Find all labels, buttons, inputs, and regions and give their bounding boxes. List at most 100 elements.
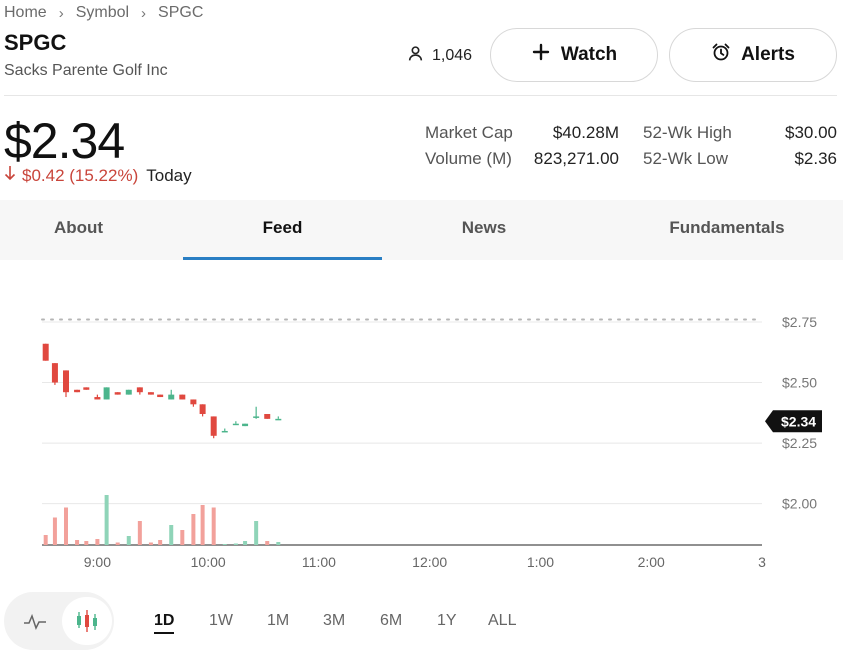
candle-body	[253, 416, 260, 418]
volume-bar	[254, 521, 259, 545]
tab-feed[interactable]: Feed	[262, 218, 303, 237]
candle-body	[136, 387, 143, 393]
watch-label: Watch	[560, 44, 618, 65]
current-price: $2.34	[4, 113, 125, 169]
person-icon	[407, 45, 424, 67]
y-tick-label: $2.00	[782, 496, 817, 512]
x-tick-label: 2:00	[638, 554, 665, 570]
candle-body	[199, 404, 206, 414]
chevron-right-icon: ›	[141, 4, 147, 22]
volume-bar	[104, 495, 109, 545]
volume-bar	[222, 544, 227, 545]
alerts-label: Alerts	[741, 44, 795, 65]
52wk-low-value: $2.36	[794, 149, 837, 168]
x-tick-label: 1:00	[527, 554, 554, 570]
key-stats: Market Cap $40.28M Volume (M) 823,271.00…	[0, 123, 843, 183]
volume-bar	[180, 530, 185, 545]
candle-body	[264, 414, 271, 419]
ticker-symbol: SPGC	[4, 30, 67, 55]
range-1d[interactable]: 1D	[154, 612, 175, 634]
current-price-label: $2.34	[781, 413, 816, 429]
tab-about[interactable]: About	[53, 218, 104, 237]
candle-body	[74, 389, 81, 393]
volume-bar	[126, 536, 131, 545]
volume-bar	[265, 541, 270, 545]
follower-count: 1,046	[407, 45, 472, 67]
volume-bar	[115, 542, 120, 545]
line-chart-icon[interactable]	[14, 602, 56, 640]
volume-bar	[75, 540, 80, 545]
alarm-clock-icon	[711, 42, 731, 68]
breadcrumb-symbol[interactable]: Symbol	[75, 4, 130, 21]
y-tick-label: $2.25	[782, 435, 817, 451]
market-cap-value: $40.28M	[552, 123, 619, 142]
breadcrumb-current[interactable]: SPGC	[158, 4, 204, 21]
candle-body	[42, 343, 49, 361]
volume-bar	[43, 535, 48, 545]
tab-fundamentals[interactable]: Fundamentals	[669, 218, 785, 237]
range-3m[interactable]: 3M	[323, 612, 346, 629]
y-tick-label: $2.50	[782, 375, 817, 391]
volume-bar	[200, 505, 205, 545]
volume-value: 823,271.00	[533, 149, 619, 168]
active-tab-indicator	[183, 257, 382, 260]
range-selector: 1D 1W 1M 3M 6M 1Y ALL	[0, 592, 843, 652]
volume-bar	[276, 542, 281, 545]
candle-body	[147, 392, 154, 395]
volume-bar	[52, 517, 57, 545]
breadcrumb-home[interactable]: Home	[4, 4, 47, 21]
candle-body	[210, 416, 217, 436]
candle-body	[157, 394, 164, 398]
range-1m[interactable]: 1M	[267, 612, 290, 629]
volume-bar	[169, 525, 174, 545]
x-tick-label: 9:00	[84, 554, 111, 570]
candle-body	[51, 363, 58, 383]
price-change-period: Today	[146, 165, 192, 185]
watch-button[interactable]: Watch	[490, 28, 658, 82]
candlestick-chart-icon[interactable]	[62, 597, 112, 645]
candle-body	[103, 387, 110, 400]
plus-icon	[531, 42, 551, 68]
volume-label: Volume (M)	[425, 149, 512, 168]
arrow-down-icon	[4, 165, 16, 186]
candle-body	[179, 394, 186, 400]
x-tick-label: 3	[758, 554, 766, 570]
current-price-marker	[765, 410, 822, 433]
volume-bar	[148, 542, 153, 545]
volume-bar	[233, 543, 238, 545]
candle-body	[190, 399, 197, 405]
candle-body	[168, 394, 175, 400]
price-change: $0.42 (15.22%) Today	[4, 165, 192, 186]
range-1w[interactable]: 1W	[209, 612, 233, 629]
x-tick-label: 11:00	[302, 554, 336, 570]
breadcrumb: Home › Symbol › SPGC	[4, 4, 203, 22]
intraday-candlestick-chart[interactable]: $2.75 $2.50 $2.25 $2.00 9:00 10:00 11:00 12:00 1…	[0, 300, 843, 585]
chevron-right-icon: ›	[58, 4, 64, 22]
chart-type-toggle	[4, 592, 114, 650]
52wk-low-label: 52-Wk Low	[643, 149, 729, 168]
range-1y[interactable]: 1Y	[437, 612, 457, 629]
market-cap-label: Market Cap	[425, 123, 513, 142]
price-change-value: $0.42 (15.22%)	[22, 165, 139, 185]
header-divider	[4, 95, 837, 96]
volume-bar	[137, 521, 142, 545]
company-name: Sacks Parente Golf Inc	[4, 62, 168, 79]
candle-body	[232, 423, 239, 426]
range-6m[interactable]: 6M	[380, 612, 403, 629]
follower-count-value: 1,046	[432, 47, 473, 64]
tab-news[interactable]: News	[461, 218, 507, 237]
candle-body	[125, 389, 132, 395]
candle-body	[221, 430, 228, 433]
x-tick-label: 10:00	[191, 554, 226, 570]
52wk-high-label: 52-Wk High	[643, 123, 732, 142]
candle-body	[94, 397, 101, 400]
volume-bar	[158, 540, 163, 545]
range-all[interactable]: ALL	[488, 612, 517, 629]
x-tick-label: 12:00	[412, 554, 447, 570]
candle-body	[83, 387, 90, 390]
candle-body	[242, 423, 249, 427]
volume-bar	[211, 507, 216, 545]
candle-body	[275, 418, 282, 421]
alerts-button[interactable]: Alerts	[669, 28, 837, 82]
volume-bar	[84, 541, 89, 545]
